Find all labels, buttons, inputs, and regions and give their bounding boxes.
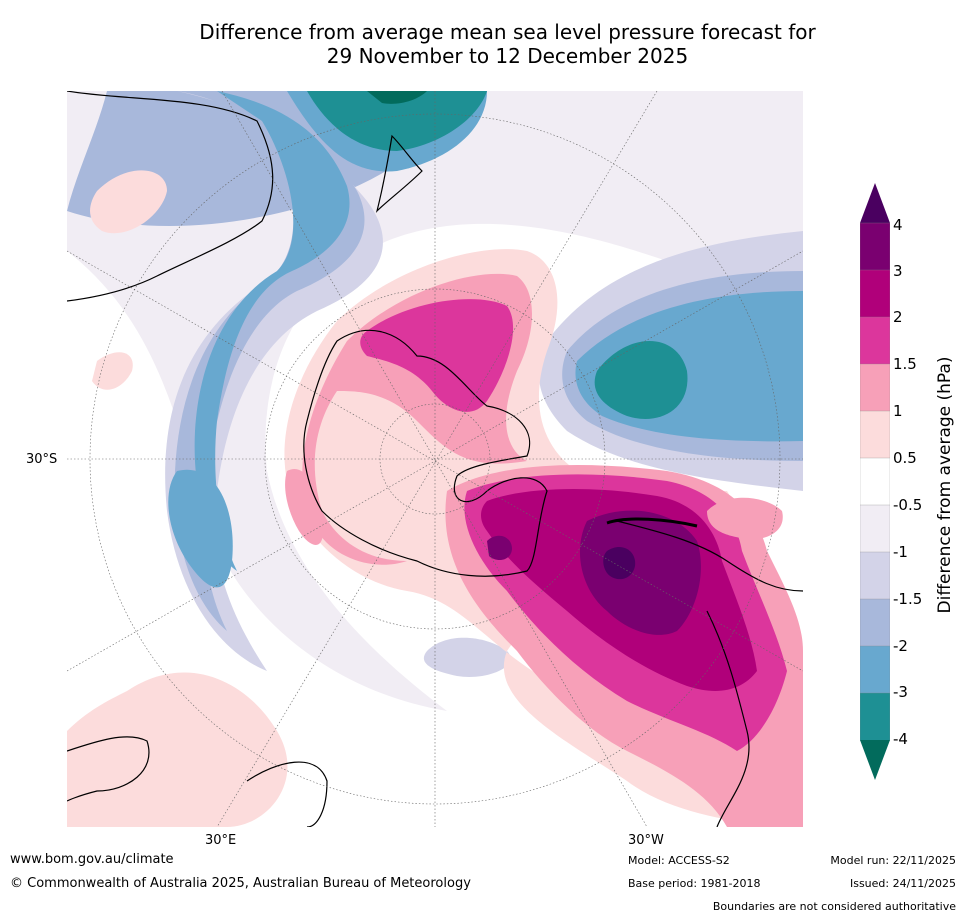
tasman-low-core [307, 91, 487, 151]
colorbar-extend-bottom [860, 740, 890, 780]
issued-date: Issued: 24/11/2025 [849, 877, 956, 890]
antarctic-high-core [360, 299, 514, 412]
australia-coast [67, 91, 274, 302]
colorbar-segment [859, 551, 891, 600]
colorbar-tick: 3 [893, 262, 903, 280]
africa-coast [67, 736, 328, 827]
model-name: Model: ACCESS-S2 [628, 854, 730, 867]
south-america-coast [616, 520, 803, 827]
colorbar-segment [859, 269, 891, 318]
colorbar-tick: -1 [893, 543, 908, 561]
title-line-1: Difference from average mean sea level p… [199, 20, 816, 44]
colorbar [859, 183, 891, 780]
chart-title: Difference from average mean sea level p… [0, 20, 965, 68]
colorbar-tick: 1.5 [893, 355, 917, 373]
lon-label-30e: 30°E [205, 833, 237, 848]
colorbar-segment [859, 410, 891, 459]
colorbar-segment [859, 222, 891, 271]
disclaimer: Boundaries are not considered authoritat… [712, 900, 956, 913]
colorbar-tick: -0.5 [893, 496, 923, 514]
website-link[interactable]: www.bom.gov.au/climate [10, 852, 174, 867]
colorbar-tick: -1.5 [893, 590, 923, 608]
colorbar-segment [859, 645, 891, 694]
colorbar-tick: 4 [893, 216, 903, 234]
colorbar-label: Difference from average (hPa) [935, 356, 955, 614]
colorbar-tick: 2 [893, 308, 903, 326]
new-zealand-coast [375, 134, 423, 213]
lat-label-30s: 30°S [26, 452, 58, 467]
colorbar-tick: -3 [893, 683, 908, 701]
anomaly-map [67, 91, 803, 827]
colorbar-segment [859, 504, 891, 553]
colorbar-tick: -4 [893, 730, 908, 748]
colorbar-segment [859, 598, 891, 647]
colorbar-segment [859, 692, 891, 741]
indian-ocean-low [168, 469, 233, 588]
title-line-2: 29 November to 12 December 2025 [326, 44, 689, 68]
colorbar-extend-top [860, 183, 890, 223]
drake-high-core [579, 510, 701, 635]
colorbar-tick: 0.5 [893, 449, 917, 467]
antarctica-coast [303, 329, 548, 577]
colorbar-segment [859, 363, 891, 412]
pacific-low-core [594, 341, 688, 419]
anomaly-band-light [67, 91, 803, 711]
colorbar-segment [859, 316, 891, 365]
colorbar-segment [859, 457, 891, 506]
colorbar-tick: -2 [893, 637, 908, 655]
copyright-text: © Commonwealth of Australia 2025, Austra… [10, 876, 471, 891]
model-run: Model run: 22/11/2025 [830, 854, 956, 867]
lon-label-30w: 30°W [628, 833, 664, 848]
colorbar-tick: 1 [893, 402, 903, 420]
base-period: Base period: 1981-2018 [628, 877, 761, 890]
